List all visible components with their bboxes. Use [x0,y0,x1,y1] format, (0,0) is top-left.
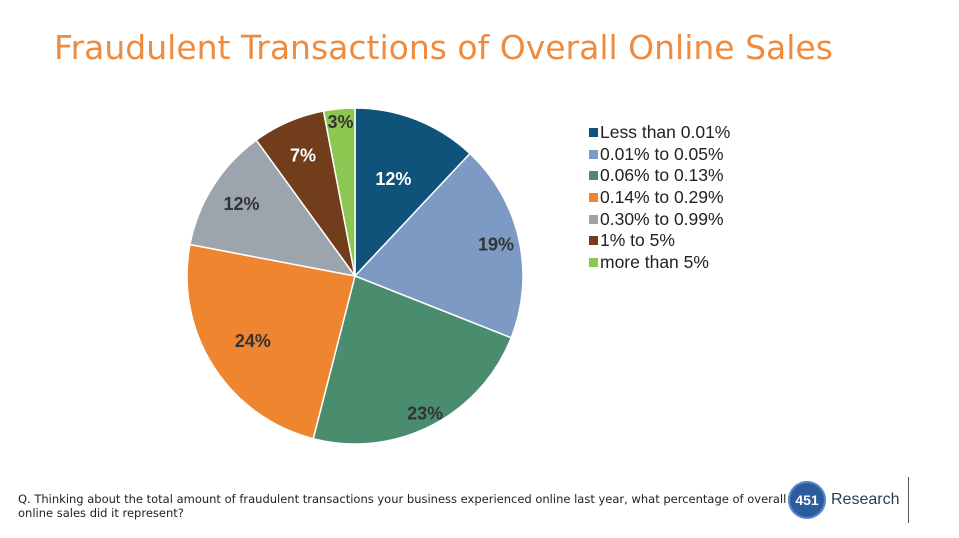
legend-item: 0.14% to 0.29% [589,187,730,209]
pie-slice [354,107,472,278]
pie-slice [186,243,356,440]
legend-swatch [589,193,598,203]
pie-slice [312,274,513,445]
slice-data-label: 24% [235,331,271,351]
slice-data-label: 12% [224,194,260,214]
legend-item: 0.06% to 0.13% [589,165,730,187]
legend-swatch [589,149,598,159]
legend-label: Less than 0.01% [600,122,731,143]
legend-item: 0.01% to 0.05% [589,144,730,166]
legend-item: Less than 0.01% [589,122,730,144]
survey-question: Q. Thinking about the total amount of fr… [18,492,787,520]
legend-label: more than 5% [600,251,709,272]
legend-label: 0.30% to 0.99% [600,208,724,229]
slice-data-label: 7% [290,146,316,166]
legend-item: 1% to 5% [589,230,730,252]
logo-name: Research [831,491,900,508]
legend-label: 0.01% to 0.05% [600,143,724,164]
pie-slice [189,139,357,278]
slice-data-label: 19% [478,234,514,254]
legend-label: 0.06% to 0.13% [600,165,724,186]
chart-legend: Less than 0.01% 0.01% to 0.05% 0.06% to 0.… [589,122,730,273]
legend-swatch [589,214,598,224]
logo-divider [908,477,909,523]
company-logo: 451 Research [788,481,899,519]
legend-swatch [589,257,598,267]
slide-title: Fraudulent Transactions of Overall Onlin… [54,28,833,67]
legend-label: 1% to 5% [600,230,675,251]
slice-data-label: 12% [375,169,411,189]
pie-slice [353,152,524,339]
pie-slice [322,107,356,277]
logo-badge: 451 [788,481,826,519]
legend-swatch [589,236,598,246]
legend-item: 0.30% to 0.99% [589,208,730,230]
legend-swatch [589,128,598,138]
slice-data-label: 3% [327,112,353,132]
legend-label: 0.14% to 0.29% [600,187,724,208]
slice-data-label: 23% [407,404,443,424]
legend-item: more than 5% [589,252,730,274]
legend-swatch [589,171,598,181]
